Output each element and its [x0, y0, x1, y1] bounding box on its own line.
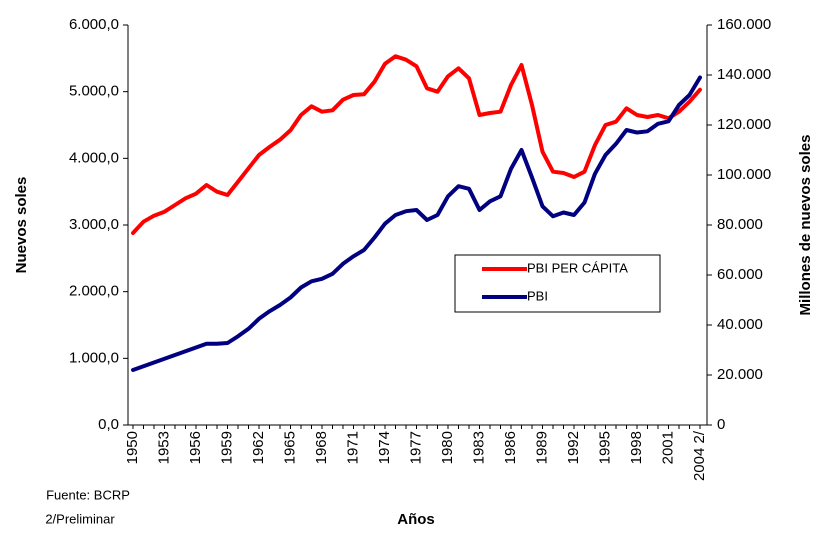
x-tick-label: 1962	[250, 431, 267, 464]
y2-tick-label: 100.000	[717, 166, 771, 183]
y-tick-label: 0,0	[98, 416, 119, 433]
y2-tick-label: 120.000	[717, 116, 771, 133]
x-tick-label: 1980	[439, 431, 456, 464]
x-tick-label: 1986	[502, 431, 519, 464]
x-tick-label: 2004 2/	[691, 430, 708, 481]
y-tick-label: 1.000,0	[69, 349, 119, 366]
y-tick-label: 3.000,0	[69, 216, 119, 233]
legend-label: PBI	[527, 288, 548, 303]
y2-axis-label: Millones de nuevos soles	[797, 135, 814, 316]
x-tick-label: 1998	[628, 431, 645, 464]
x-tick-label: 1983	[470, 431, 487, 464]
y2-tick-label: 40.000	[717, 316, 763, 333]
x-tick-label: 1959	[218, 431, 235, 464]
x-tick-label: 1995	[596, 431, 613, 464]
y2-tick-label: 140.000	[717, 66, 771, 83]
y-tick-label: 4.000,0	[69, 149, 119, 166]
x-tick-label: 1974	[376, 431, 393, 464]
x-tick-label: 1989	[533, 431, 550, 464]
series-line	[131, 75, 702, 372]
legend-box	[454, 254, 661, 313]
x-tick-label: 1965	[281, 431, 298, 464]
series-line	[131, 54, 702, 235]
y2-tick-label: 0	[717, 416, 725, 433]
x-tick-label: 1971	[344, 431, 361, 464]
x-tick-label: 1956	[187, 431, 204, 464]
preliminary-note: 2/Preliminar	[45, 511, 115, 526]
x-tick-label: 2001	[659, 431, 676, 464]
y-tick-label: 5.000,0	[69, 83, 119, 100]
x-tick-label: 1968	[313, 431, 330, 464]
x-axis-label: Años	[397, 511, 435, 528]
y-axis-label: Nuevos soles	[13, 177, 30, 274]
y-tick-label: 2.000,0	[69, 283, 119, 300]
x-tick-label: 1950	[124, 431, 141, 464]
y2-tick-label: 80.000	[717, 216, 763, 233]
x-tick-label: 1977	[407, 431, 424, 464]
source-note: Fuente: BCRP	[46, 487, 130, 502]
legend-label: PBI PER CÁPITA	[527, 260, 628, 275]
y-tick-label: 6.000,0	[69, 16, 119, 33]
y2-tick-label: 20.000	[717, 366, 763, 383]
y2-tick-label: 160.000	[717, 16, 771, 33]
y2-tick-label: 60.000	[717, 266, 763, 283]
x-tick-label: 1953	[155, 431, 172, 464]
x-tick-label: 1992	[565, 431, 582, 464]
